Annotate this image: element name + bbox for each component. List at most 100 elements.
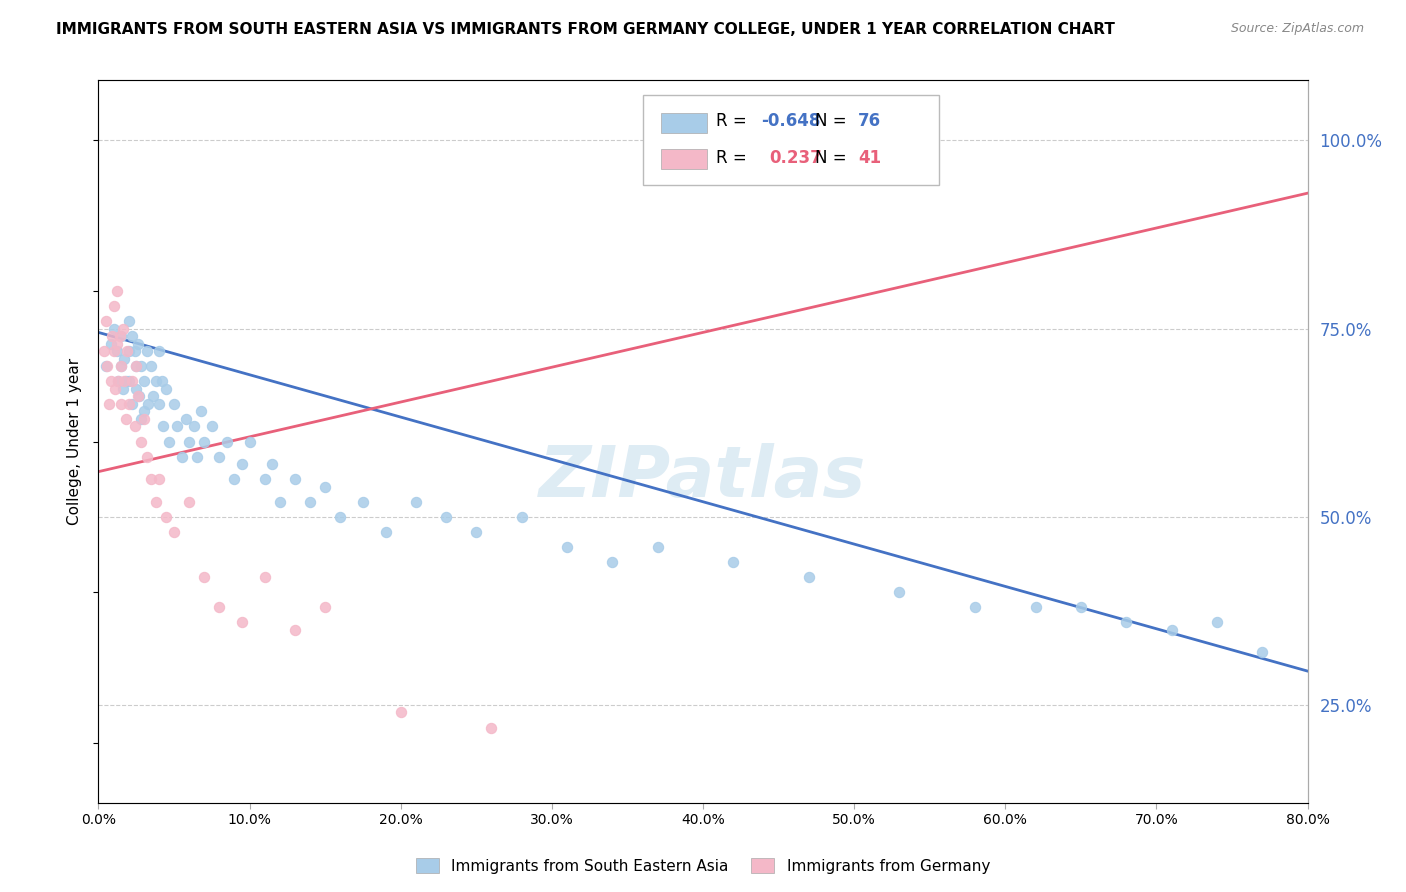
Point — [155, 509, 177, 524]
Point — [150, 375, 173, 389]
Point — [118, 375, 141, 389]
Point — [179, 434, 201, 449]
Point — [132, 375, 155, 389]
FancyBboxPatch shape — [661, 149, 707, 169]
Point — [190, 404, 212, 418]
Point — [124, 344, 146, 359]
Text: 41: 41 — [858, 149, 882, 167]
Point — [465, 524, 488, 539]
Point — [135, 344, 157, 359]
Point — [127, 336, 149, 351]
Point — [121, 329, 143, 343]
Point — [145, 494, 167, 508]
Point — [118, 314, 141, 328]
Point — [159, 434, 181, 449]
Point — [602, 555, 624, 569]
Point — [110, 397, 132, 411]
Point — [1206, 615, 1229, 630]
Point — [231, 615, 253, 630]
Point — [118, 344, 141, 359]
Point — [111, 321, 134, 335]
Point — [1251, 645, 1274, 659]
Text: N =: N = — [815, 112, 852, 130]
Point — [135, 450, 157, 464]
Point — [112, 351, 135, 366]
Point — [329, 509, 352, 524]
Point — [170, 450, 193, 464]
Point — [1115, 615, 1137, 630]
Point — [105, 284, 128, 298]
Point — [148, 472, 170, 486]
Point — [1024, 600, 1046, 615]
Point — [98, 397, 121, 411]
Point — [262, 457, 284, 471]
Text: ZIPatlas: ZIPatlas — [540, 443, 866, 512]
Point — [128, 389, 150, 403]
Point — [101, 329, 124, 343]
Point — [193, 434, 215, 449]
Point — [111, 382, 134, 396]
Point — [208, 450, 231, 464]
Point — [96, 359, 118, 374]
FancyBboxPatch shape — [643, 95, 939, 185]
Point — [152, 419, 174, 434]
Point — [114, 375, 136, 389]
Point — [124, 419, 146, 434]
Point — [127, 389, 149, 403]
Point — [132, 412, 155, 426]
Text: Source: ZipAtlas.com: Source: ZipAtlas.com — [1230, 22, 1364, 36]
Point — [314, 480, 336, 494]
Point — [352, 494, 374, 508]
Point — [163, 524, 186, 539]
Point — [299, 494, 322, 508]
Point — [129, 434, 152, 449]
Point — [100, 336, 122, 351]
Point — [145, 375, 167, 389]
FancyBboxPatch shape — [661, 112, 707, 133]
Text: -0.648: -0.648 — [761, 112, 821, 130]
Point — [110, 359, 132, 374]
Point — [155, 382, 177, 396]
Point — [1070, 600, 1092, 615]
Point — [118, 397, 141, 411]
Point — [108, 329, 131, 343]
Point — [434, 509, 457, 524]
Legend: Immigrants from South Eastern Asia, Immigrants from Germany: Immigrants from South Eastern Asia, Immi… — [411, 852, 995, 880]
Point — [107, 375, 129, 389]
Point — [136, 397, 159, 411]
Point — [148, 397, 170, 411]
Point — [1160, 623, 1182, 637]
Point — [104, 382, 127, 396]
Point — [231, 457, 253, 471]
Point — [125, 359, 148, 374]
Point — [186, 450, 208, 464]
Point — [965, 600, 987, 615]
Point — [94, 359, 117, 374]
Point — [208, 600, 231, 615]
Point — [103, 344, 125, 359]
Point — [103, 299, 125, 313]
Point — [129, 359, 152, 374]
Point — [314, 600, 336, 615]
Point — [110, 329, 132, 343]
Point — [253, 472, 276, 486]
Point — [121, 375, 143, 389]
Point — [239, 434, 262, 449]
Point — [105, 336, 128, 351]
Point — [115, 344, 138, 359]
Point — [114, 412, 136, 426]
Point — [284, 472, 307, 486]
Text: 0.237: 0.237 — [769, 149, 823, 167]
Point — [723, 555, 745, 569]
Point — [112, 375, 135, 389]
Text: 76: 76 — [858, 112, 882, 130]
Point — [389, 706, 412, 720]
Point — [201, 419, 224, 434]
Point — [141, 472, 163, 486]
Text: IMMIGRANTS FROM SOUTH EASTERN ASIA VS IMMIGRANTS FROM GERMANY COLLEGE, UNDER 1 Y: IMMIGRANTS FROM SOUTH EASTERN ASIA VS IM… — [56, 22, 1115, 37]
Text: R =: R = — [716, 112, 752, 130]
Point — [166, 419, 188, 434]
Point — [93, 344, 115, 359]
Point — [481, 721, 503, 735]
Point — [110, 359, 132, 374]
